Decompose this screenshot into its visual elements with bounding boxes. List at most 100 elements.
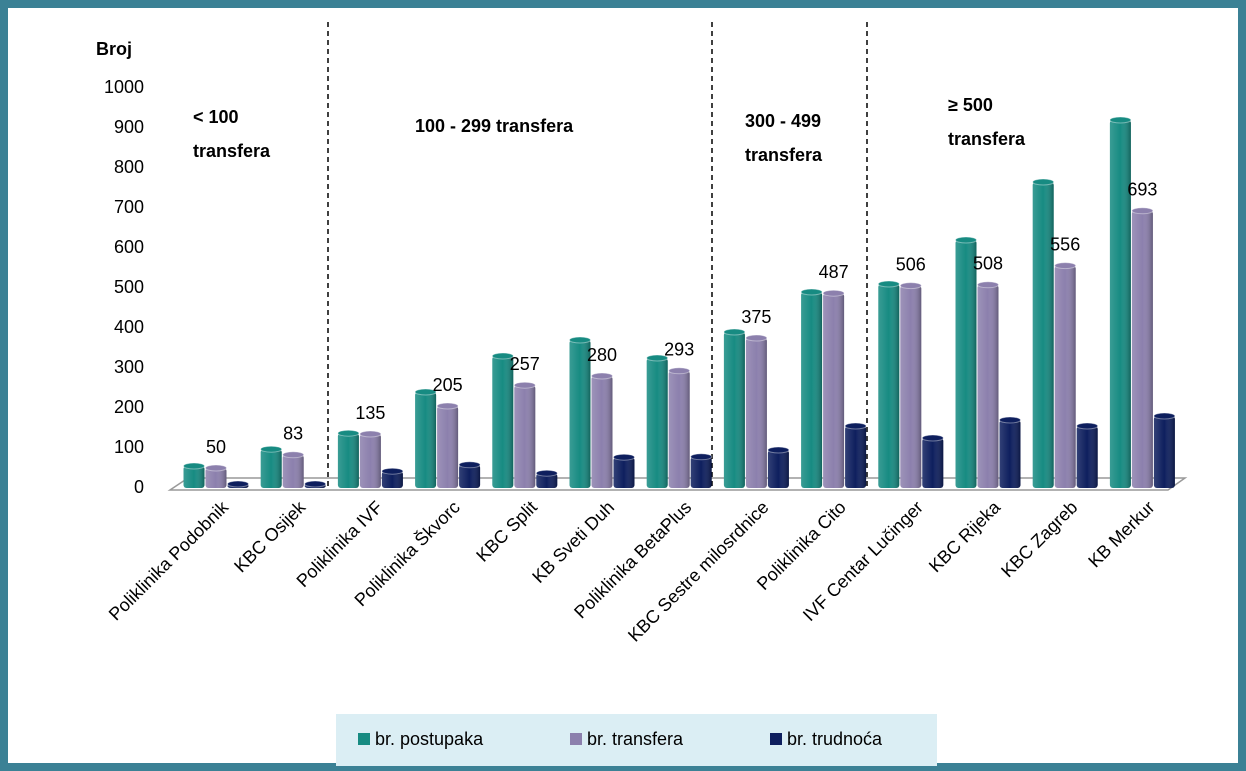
bar [436,402,459,488]
y-tick-label: 800 [114,157,144,177]
bar-top [646,354,669,362]
bar-shade [591,376,613,488]
bar-shade [459,464,481,488]
bar [613,453,635,488]
bar-shade [723,332,745,488]
data-label: 508 [973,254,1003,274]
bar [569,336,591,488]
bar-shade [1054,265,1076,488]
bar [227,480,249,488]
bar-shade [1153,416,1175,488]
bar-shade [381,471,403,488]
bar-top [535,469,558,477]
bar [304,480,327,488]
bar-shade [801,292,823,488]
bar-top [1032,178,1055,186]
data-label: 693 [1127,180,1157,200]
bar-top [877,280,900,288]
bar-top [513,381,536,389]
bar [1076,422,1099,488]
bar-top [260,445,283,453]
bar-shade [690,456,712,488]
bar [205,464,227,488]
bar-top [282,451,305,459]
bar-top [227,480,249,488]
bar [337,429,360,488]
bar-shade [1076,426,1098,488]
bar [513,381,536,488]
bar-top [999,416,1021,424]
bar-top [1109,116,1132,124]
legend-label: br. postupaka [375,729,484,749]
bar-top [1054,262,1077,270]
bar [690,453,713,488]
bar-shade [260,449,282,488]
bar-top [955,236,977,244]
bar [591,372,613,488]
bar [723,328,746,488]
bar-shade [878,284,900,488]
bar [844,422,867,488]
legend-label: br. transfera [587,729,684,749]
y-tick-label: 400 [114,317,144,337]
bar-top [690,453,713,461]
bar-shade [183,466,205,488]
data-label: 556 [1050,234,1080,254]
bar [955,236,977,488]
legend-label: br. trudnoća [787,729,883,749]
data-label: 487 [819,262,849,282]
annotation: 300 - 499 [745,111,821,131]
data-label: 83 [283,424,303,444]
bar-top [183,462,205,470]
bar-top [205,464,227,472]
annotation: transfera [745,145,823,165]
data-label: 50 [206,437,226,457]
bar-top [800,288,823,296]
y-tick-label: 600 [114,237,144,257]
bar-top [381,467,404,475]
data-label: 205 [433,375,463,395]
data-label: 506 [896,254,926,274]
bar-top [591,372,613,380]
bar-shade [745,338,767,488]
bar-top [668,367,691,375]
annotation: < 100 [193,107,239,127]
bar-top [723,328,746,336]
annotation: ≥ 500 [948,95,993,115]
bar [1109,116,1132,488]
bar-top [767,446,790,454]
bar-shade [1032,182,1054,488]
bar-top [569,336,591,344]
y-tick-label: 100 [114,437,144,457]
bar-shade [646,358,668,488]
bar-top [844,422,867,430]
bar-shade [668,370,690,488]
data-label: 257 [510,354,540,374]
bar-shade [282,454,304,488]
bar-shade [767,450,789,488]
bar-shade [845,426,867,488]
bar [800,288,823,488]
annotation: transfera [193,141,271,161]
bar-shade [415,392,437,488]
bar [260,445,283,488]
y-tick-label: 0 [134,477,144,497]
bar-shade [536,473,558,488]
bar-shade [955,240,977,488]
bar-shade [977,284,999,488]
bar [877,280,900,488]
bar [414,388,437,488]
bar-top [491,352,514,360]
bar-top [1076,422,1099,430]
bar-shade [359,434,381,488]
bar-shade [1131,210,1153,489]
y-tick-label: 700 [114,197,144,217]
bar-shade [999,420,1021,488]
bar-top [414,388,437,396]
bar [359,430,382,488]
y-tick-label: 900 [114,117,144,137]
data-label: 293 [664,340,694,360]
bar-top [1153,412,1176,420]
bar-shade [569,340,591,488]
